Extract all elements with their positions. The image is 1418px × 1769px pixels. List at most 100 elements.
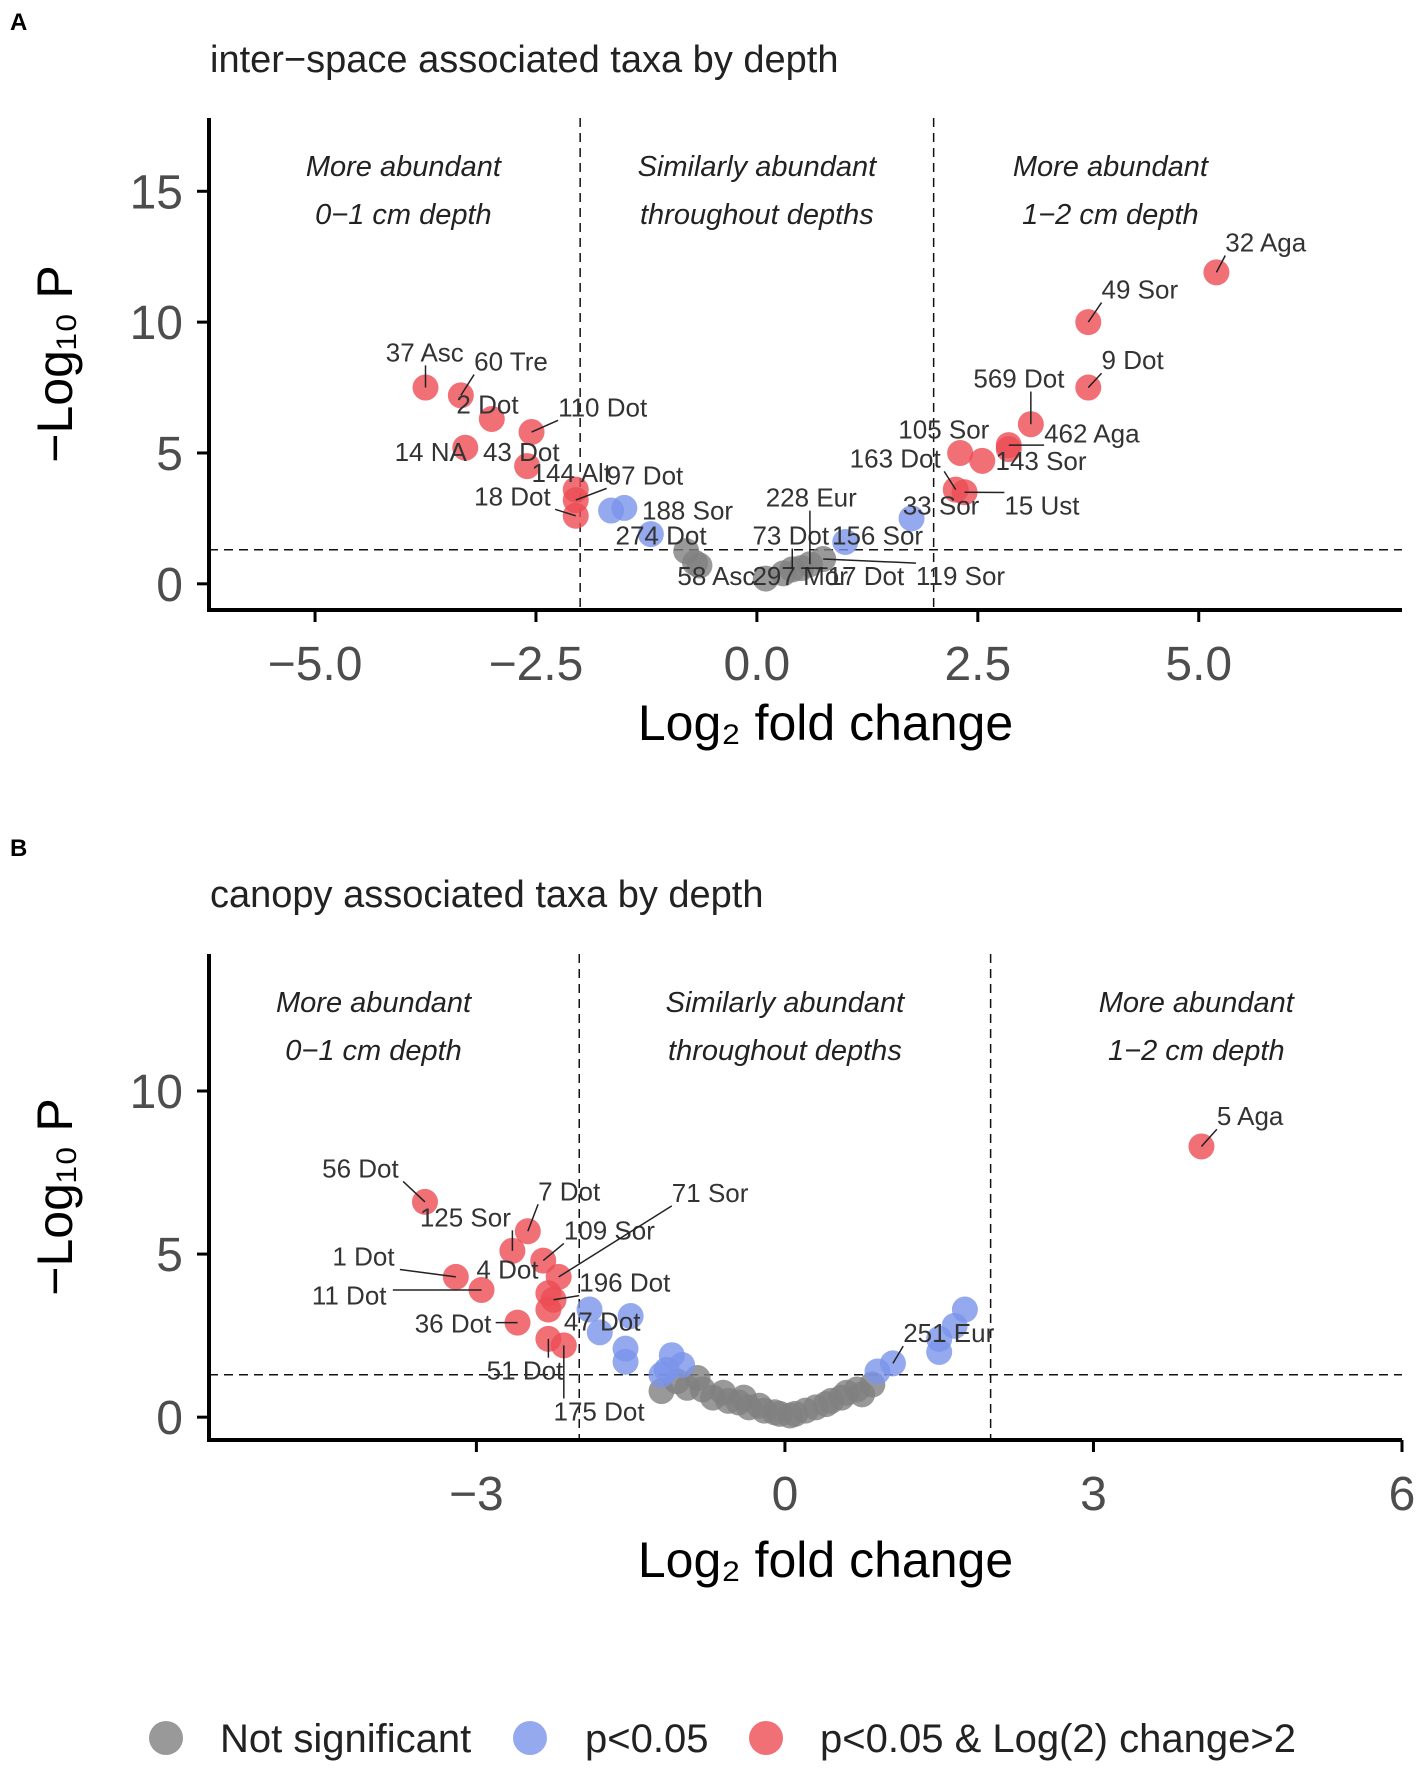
panel-b-point-label-11: 36 Dot <box>415 1308 492 1338</box>
panel-a-label-leader-2 <box>1087 372 1103 389</box>
panel-b-label-leader-27 <box>892 1345 904 1364</box>
panel-b-point-16-blue <box>586 1319 613 1346</box>
panel-a-point-label-18: 144 Alt <box>532 458 612 488</box>
panel-b-point-18-blue <box>612 1348 639 1375</box>
panel-a-point-10-blue <box>898 505 925 532</box>
panel-b-label-leader-6 <box>399 1268 456 1278</box>
panel-b-point-10-red <box>535 1296 562 1323</box>
panel-a-x-axis-title: Log₂ fold change <box>638 695 1013 751</box>
panel-a-point-label-15: 110 Dot <box>558 392 648 422</box>
panel-b-y-tick-label-1: 5 <box>156 1229 183 1282</box>
panel-a-letter: A <box>10 9 27 36</box>
legend: Not significant p<0.05 p<0.05 & Log(2) c… <box>149 1717 1296 1761</box>
panel-b-point-label-2: 7 Dot <box>538 1176 601 1206</box>
panel-a-point-label-28: 297 Mor <box>752 561 848 591</box>
panel-a-point-label-20: 18 Dot <box>474 481 551 511</box>
panel-a-point-label-25: 274 Dot <box>616 521 708 551</box>
panel-a-point-14-red <box>478 405 505 432</box>
panel-a-point-label-8: 163 Dot <box>850 443 942 473</box>
panel-a-point-17-red <box>514 453 541 480</box>
panel-b-point-label-10: 47 Dot <box>564 1307 641 1337</box>
panel-a-point-label-13: 60 Tre <box>474 347 548 377</box>
panel-b-region-1-line-1: throughout depths <box>668 1035 902 1067</box>
panel-a-point-5-red <box>947 439 974 466</box>
panel-a-point-label-1: 49 Sor <box>1102 275 1179 305</box>
panel-b-y-tick-label-2: 10 <box>130 1066 183 1119</box>
panel-a-point-label-29: 73 Dot <box>752 521 829 551</box>
panel-b-title: canopy associated taxa by depth <box>210 874 764 916</box>
panel-a-point-22-blue <box>598 497 625 524</box>
panel-a-label-leader-1 <box>1087 302 1103 323</box>
panel-b-labels: 5 Aga 56 Dot 7 Dot 125 Sor 109 Sor 71 Sor 1 Do… <box>312 1101 1284 1426</box>
panel-b-y-axis-title: −Log₁₀ P <box>27 1098 83 1296</box>
panel-a-point-23-blue <box>637 521 664 548</box>
panel-a-y-axis-title: −Log₁₀ P <box>27 265 83 463</box>
panel-b-label-leader-0 <box>1200 1128 1218 1147</box>
panel-a-point-label-5: 105 Sor <box>898 415 989 445</box>
panel-a-label-leader-0 <box>1215 255 1226 273</box>
panel-b-point-15-blue <box>617 1303 644 1330</box>
panel-a-point-label-32: 119 Sor <box>916 561 1005 591</box>
panel-a-title: inter−space associated taxa by depth <box>210 39 838 81</box>
panel-b-point-label-12: 51 Dot <box>487 1356 564 1386</box>
panel-b-point-26-blue <box>926 1338 953 1365</box>
panel-b-point-label-7: 11 Dot <box>312 1281 387 1311</box>
panel-a-point-label-10: 33 Sor <box>903 490 980 520</box>
panel-a-y-tick-label-0: 0 <box>156 559 183 612</box>
panel-a-point-label-19: 97 Dot <box>607 460 684 490</box>
panel-b-point-21-blue <box>669 1351 696 1378</box>
panel-b-point-28-blue <box>864 1358 891 1385</box>
panel-b-letter: B <box>10 835 27 862</box>
panel-a-y-tick-label-2: 10 <box>130 297 183 350</box>
panel-b-label-leader-5 <box>558 1205 673 1278</box>
panel-a-label-leader-19 <box>575 487 607 501</box>
panel-a-point-16-red <box>452 434 479 461</box>
panel-b-point-label-27: 251 Eur <box>903 1318 994 1348</box>
panel-a-point-label-11: 156 Sor <box>832 521 923 551</box>
panel-a-point-6-red <box>969 447 996 474</box>
panel-a-x-tick-label-0: −5.0 <box>268 638 363 691</box>
panel-a-point-label-4: 462 Aga <box>1044 419 1140 449</box>
panel-a-y-tick-label-1: 5 <box>156 428 183 481</box>
panel-b-region-2-line-1: 1−2 cm depth <box>1108 1035 1285 1067</box>
panel-a-region-1-line-1: throughout depths <box>640 199 874 231</box>
panel-a-point-label-3: 569 Dot <box>973 364 1065 394</box>
panel-b-point-label-3: 125 Sor <box>420 1202 511 1232</box>
panel-b-label-leader-9 <box>553 1294 580 1301</box>
legend-label-p-0-05: p<0.05 <box>585 1717 708 1761</box>
panel-b-point-22-blue <box>648 1361 675 1388</box>
panel-a-region-1-line-0: Similarly abundant <box>638 151 879 183</box>
panel-b-point-label-6: 1 Dot <box>332 1241 395 1271</box>
panel-b-point-label-0: 5 Aga <box>1217 1101 1284 1131</box>
panel-b-x-axis-title: Log₂ fold change <box>638 1532 1013 1588</box>
panel-a-x-tick-label-1: −2.5 <box>489 638 584 691</box>
panel-b-x-tick-label-2: 3 <box>1080 1468 1107 1521</box>
panel-b-region-0-line-0: More abundant <box>276 987 473 1019</box>
panel-b-point-label-8: 4 Dot <box>476 1255 539 1285</box>
legend-swatch-p-0-05-log2 <box>749 1721 783 1755</box>
legend-label-not-significant: Not significant <box>220 1717 471 1761</box>
panel-b-plot: More abundant 0−1 cm depth Similarly abund… <box>27 954 1415 1588</box>
panel-a-x-tick-label-3: 2.5 <box>944 638 1011 691</box>
panel-b-region-1-line-0: Similarly abundant <box>666 987 907 1019</box>
panel-b-point-label-13: 175 Dot <box>554 1396 646 1426</box>
panel-a-point-label-14: 2 Dot <box>456 390 519 420</box>
legend-swatch-p-0-05 <box>513 1721 547 1755</box>
panel-a-point-label-31: 228 Eur <box>766 483 857 513</box>
panel-a-label-leader-32 <box>823 558 916 564</box>
panel-a-plot: More abundant 0−1 cm depth Similarly abund… <box>27 118 1402 751</box>
panel-a-y-tick-label-3: 15 <box>130 166 183 219</box>
panel-b-x-tick-label-0: −3 <box>449 1468 504 1521</box>
panel-b-point-label-5: 71 Sor <box>672 1178 749 1208</box>
panel-a-point-label-17: 43 Dot <box>483 437 560 467</box>
panel-b-point-label-4: 109 Sor <box>564 1215 655 1245</box>
panel-a-point-26-grey <box>686 552 713 579</box>
panel-a-region-2-line-1: 1−2 cm depth <box>1022 199 1199 231</box>
panel-a-point-label-23: 188 Sor <box>642 496 733 526</box>
panel-b-y-tick-label-0: 0 <box>156 1392 183 1445</box>
panel-a-point-label-16: 14 NA <box>395 437 468 467</box>
panel-b-label-leader-1 <box>402 1180 426 1203</box>
panel-a-label-leader-13 <box>460 374 475 396</box>
